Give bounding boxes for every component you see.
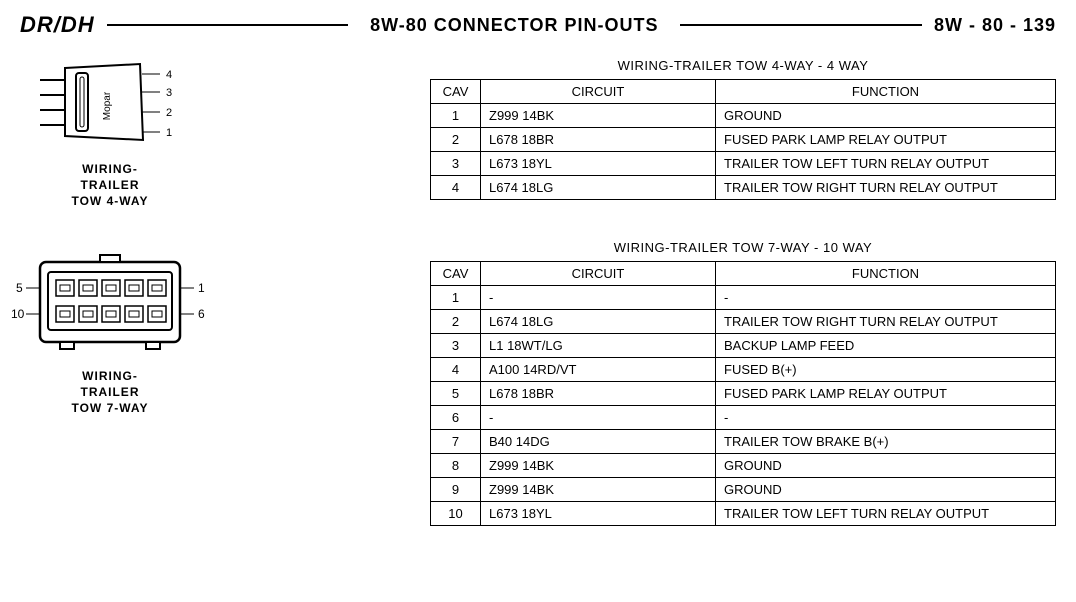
cell-function: TRAILER TOW BRAKE B(+) — [716, 429, 1056, 453]
cell-circuit: L673 18YL — [481, 501, 716, 525]
table-7way-title: WIRING-TRAILER TOW 7-WAY - 10 WAY — [430, 240, 1056, 255]
cell-circuit: - — [481, 405, 716, 429]
cell-function: TRAILER TOW LEFT TURN RELAY OUTPUT — [716, 501, 1056, 525]
cell-function: BACKUP LAMP FEED — [716, 333, 1056, 357]
cell-cav: 2 — [431, 128, 481, 152]
table-row: 3L673 18YLTRAILER TOW LEFT TURN RELAY OU… — [431, 152, 1056, 176]
header-title: 8W-80 CONNECTOR PIN-OUTS — [360, 15, 668, 36]
header-rule-left — [107, 24, 348, 26]
table-4way-title: WIRING-TRAILER TOW 4-WAY - 4 WAY — [430, 58, 1056, 73]
cell-circuit: L674 18LG — [481, 176, 716, 200]
table-row: 4A100 14RD/VTFUSED B(+) — [431, 357, 1056, 381]
cell-circuit: Z999 14BK — [481, 477, 716, 501]
cell-cav: 5 — [431, 381, 481, 405]
table-4way: CAV CIRCUIT FUNCTION 1Z999 14BKGROUND2L6… — [430, 79, 1056, 200]
cell-cav: 4 — [431, 176, 481, 200]
cell-cav: 8 — [431, 453, 481, 477]
diagram-4way-caption: WIRING- TRAILER TOW 4-WAY — [71, 161, 148, 210]
cell-function: - — [716, 285, 1056, 309]
cell-function: GROUND — [716, 477, 1056, 501]
cell-circuit: A100 14RD/VT — [481, 357, 716, 381]
svg-text:4: 4 — [166, 69, 172, 81]
caption-line: TRAILER — [80, 385, 139, 399]
cell-circuit: Z999 14BK — [481, 104, 716, 128]
col-cav: CAV — [431, 80, 481, 104]
section-7way: 5 10 1 6 WIRING- TRAILER TOW 7-WAY WIRIN… — [0, 230, 1076, 546]
table-7way-col: WIRING-TRAILER TOW 7-WAY - 10 WAY CAV CI… — [430, 240, 1056, 526]
col-function: FUNCTION — [716, 261, 1056, 285]
table-row: 5L678 18BRFUSED PARK LAMP RELAY OUTPUT — [431, 381, 1056, 405]
caption-line: WIRING- — [82, 162, 138, 176]
cell-cav: 1 — [431, 285, 481, 309]
caption-line: TOW 7-WAY — [71, 401, 148, 415]
cell-function: TRAILER TOW LEFT TURN RELAY OUTPUT — [716, 152, 1056, 176]
table-4way-col: WIRING-TRAILER TOW 4-WAY - 4 WAY CAV CIR… — [430, 58, 1056, 200]
svg-text:Mopar: Mopar — [102, 91, 113, 120]
cell-circuit: Z999 14BK — [481, 453, 716, 477]
cell-function: FUSED PARK LAMP RELAY OUTPUT — [716, 381, 1056, 405]
table-row: 10L673 18YLTRAILER TOW LEFT TURN RELAY O… — [431, 501, 1056, 525]
cell-cav: 6 — [431, 405, 481, 429]
col-function: FUNCTION — [716, 80, 1056, 104]
header-rule-right — [680, 24, 921, 26]
table-row: 2L674 18LGTRAILER TOW RIGHT TURN RELAY O… — [431, 309, 1056, 333]
cell-function: GROUND — [716, 104, 1056, 128]
cell-cav: 9 — [431, 477, 481, 501]
table-row: 3L1 18WT/LGBACKUP LAMP FEED — [431, 333, 1056, 357]
cell-circuit: B40 14DG — [481, 429, 716, 453]
table-row: 4L674 18LGTRAILER TOW RIGHT TURN RELAY O… — [431, 176, 1056, 200]
header-brand: DR/DH — [20, 12, 95, 38]
cell-cav: 10 — [431, 501, 481, 525]
cell-cav: 3 — [431, 333, 481, 357]
cell-circuit: L673 18YL — [481, 152, 716, 176]
cell-cav: 2 — [431, 309, 481, 333]
table-row: 6-- — [431, 405, 1056, 429]
table-row: 7B40 14DGTRAILER TOW BRAKE B(+) — [431, 429, 1056, 453]
cell-circuit: L678 18BR — [481, 128, 716, 152]
cell-function: FUSED B(+) — [716, 357, 1056, 381]
col-cav: CAV — [431, 261, 481, 285]
table-row: 9Z999 14BKGROUND — [431, 477, 1056, 501]
caption-line: TOW 4-WAY — [71, 194, 148, 208]
svg-text:1: 1 — [198, 281, 205, 295]
table-row: 2L678 18BRFUSED PARK LAMP RELAY OUTPUT — [431, 128, 1056, 152]
cell-cav: 1 — [431, 104, 481, 128]
svg-text:10: 10 — [11, 307, 25, 321]
diagram-7way-col: 5 10 1 6 WIRING- TRAILER TOW 7-WAY — [10, 240, 210, 417]
cell-function: FUSED PARK LAMP RELAY OUTPUT — [716, 128, 1056, 152]
table-row: 1Z999 14BKGROUND — [431, 104, 1056, 128]
diagram-7way-caption: WIRING- TRAILER TOW 7-WAY — [71, 368, 148, 417]
svg-text:5: 5 — [16, 281, 23, 295]
svg-text:1: 1 — [166, 127, 172, 139]
cell-cav: 4 — [431, 357, 481, 381]
table-row: 8Z999 14BKGROUND — [431, 453, 1056, 477]
cell-function: GROUND — [716, 453, 1056, 477]
cell-function: TRAILER TOW RIGHT TURN RELAY OUTPUT — [716, 176, 1056, 200]
caption-line: TRAILER — [80, 178, 139, 192]
cell-function: TRAILER TOW RIGHT TURN RELAY OUTPUT — [716, 309, 1056, 333]
table-row: 1-- — [431, 285, 1056, 309]
header-page-number: 8W - 80 - 139 — [934, 15, 1056, 36]
cell-cav: 3 — [431, 152, 481, 176]
caption-line: WIRING- — [82, 369, 138, 383]
svg-text:3: 3 — [166, 87, 172, 99]
cell-circuit: - — [481, 285, 716, 309]
section-4way: Mopar 4 3 2 1 WIRING- TRAILER TOW 4-WAY … — [0, 48, 1076, 230]
cell-circuit: L1 18WT/LG — [481, 333, 716, 357]
col-circuit: CIRCUIT — [481, 261, 716, 285]
connector-7way-icon: 5 10 1 6 — [10, 250, 210, 360]
page-header: DR/DH 8W-80 CONNECTOR PIN-OUTS 8W - 80 -… — [0, 0, 1076, 48]
connector-4way-icon: Mopar 4 3 2 1 — [30, 58, 190, 153]
table-7way: CAV CIRCUIT FUNCTION 1--2L674 18LGTRAILE… — [430, 261, 1056, 526]
diagram-4way-col: Mopar 4 3 2 1 WIRING- TRAILER TOW 4-WAY — [10, 58, 210, 210]
table-header-row: CAV CIRCUIT FUNCTION — [431, 80, 1056, 104]
col-circuit: CIRCUIT — [481, 80, 716, 104]
cell-function: - — [716, 405, 1056, 429]
svg-text:2: 2 — [166, 107, 172, 119]
cell-cav: 7 — [431, 429, 481, 453]
svg-text:6: 6 — [198, 307, 205, 321]
table-header-row: CAV CIRCUIT FUNCTION — [431, 261, 1056, 285]
cell-circuit: L678 18BR — [481, 381, 716, 405]
cell-circuit: L674 18LG — [481, 309, 716, 333]
